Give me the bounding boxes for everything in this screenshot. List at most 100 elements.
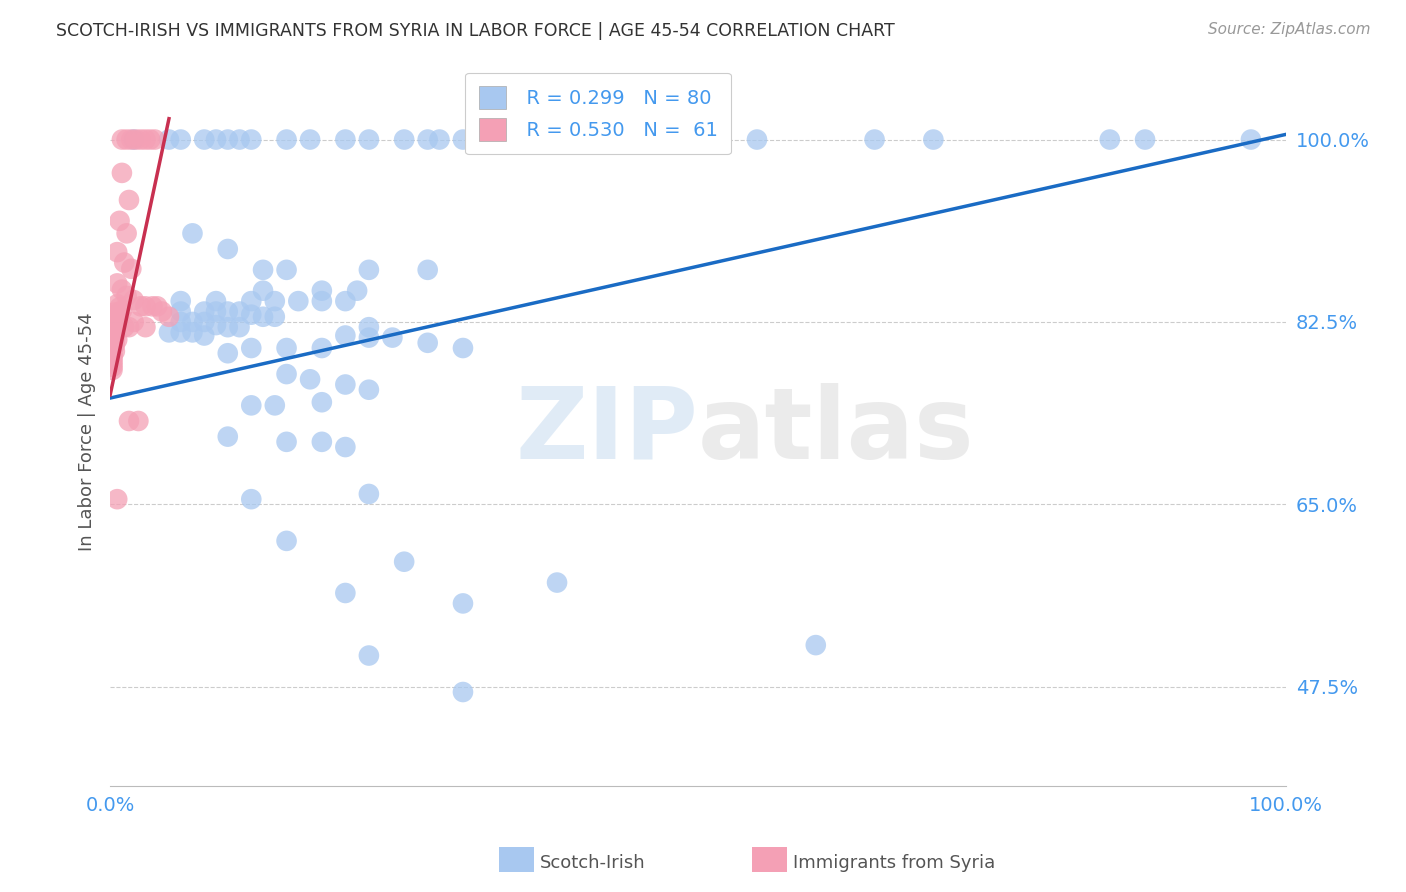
Point <box>193 304 215 318</box>
Point <box>745 132 768 146</box>
Point <box>299 132 322 146</box>
Point <box>276 263 298 277</box>
Point <box>217 132 239 146</box>
Point <box>150 304 173 318</box>
Point <box>157 310 180 324</box>
Point <box>357 487 380 501</box>
Point <box>1098 132 1121 146</box>
Point <box>335 132 357 146</box>
Point <box>105 245 128 260</box>
Point <box>141 299 163 313</box>
Point <box>101 316 124 330</box>
Point <box>129 299 152 313</box>
Point <box>118 414 141 428</box>
Point <box>804 638 827 652</box>
Text: Scotch-Irish: Scotch-Irish <box>540 854 645 871</box>
Point <box>105 314 128 328</box>
Point <box>263 294 285 309</box>
Point <box>105 308 128 322</box>
Point <box>115 289 138 303</box>
Point <box>416 132 439 146</box>
Point <box>311 395 333 409</box>
Point <box>139 132 162 146</box>
Point <box>134 132 156 146</box>
Point <box>129 132 152 146</box>
Point <box>181 227 204 241</box>
Point <box>170 304 193 318</box>
Point <box>205 318 228 332</box>
Point <box>104 305 127 319</box>
Point <box>217 346 239 360</box>
Point <box>112 320 135 334</box>
Point <box>240 398 263 412</box>
Point <box>263 310 285 324</box>
Point <box>205 132 228 146</box>
Point <box>101 353 124 368</box>
Point <box>181 326 204 340</box>
Point <box>105 333 128 347</box>
Point <box>101 341 124 355</box>
Point <box>357 383 380 397</box>
Point <box>1240 132 1263 146</box>
Point <box>217 429 239 443</box>
Point <box>240 294 263 309</box>
Point <box>311 434 333 449</box>
Point <box>357 648 380 663</box>
Point <box>193 328 215 343</box>
Point <box>170 326 193 340</box>
Point <box>546 575 568 590</box>
Point <box>111 166 134 180</box>
Point <box>181 315 204 329</box>
Legend:   R = 0.299   N = 80,   R = 0.530   N =  61: R = 0.299 N = 80, R = 0.530 N = 61 <box>465 72 731 154</box>
Point <box>922 132 945 146</box>
Point <box>118 320 141 334</box>
Point <box>1133 132 1156 146</box>
Point <box>101 357 124 371</box>
Point <box>451 685 474 699</box>
Point <box>101 320 124 334</box>
Point <box>101 328 124 343</box>
Point <box>252 310 274 324</box>
Point <box>335 440 357 454</box>
Point <box>381 330 404 344</box>
Text: atlas: atlas <box>699 383 974 480</box>
Point <box>335 294 357 309</box>
Point <box>122 132 145 146</box>
Point <box>357 263 380 277</box>
Point <box>240 132 263 146</box>
Point <box>134 299 156 313</box>
Text: Source: ZipAtlas.com: Source: ZipAtlas.com <box>1208 22 1371 37</box>
Point <box>205 304 228 318</box>
Point <box>101 359 124 374</box>
Point <box>357 132 380 146</box>
Point <box>115 132 138 146</box>
Text: Immigrants from Syria: Immigrants from Syria <box>793 854 995 871</box>
Point <box>134 320 156 334</box>
Point <box>205 294 228 309</box>
Point <box>311 341 333 355</box>
Point <box>335 328 357 343</box>
Point <box>357 330 380 344</box>
Point <box>170 315 193 329</box>
Point <box>120 132 142 146</box>
Point <box>146 299 169 313</box>
Point <box>451 341 474 355</box>
Point <box>104 344 127 359</box>
Point <box>276 341 298 355</box>
Point <box>240 308 263 322</box>
Point <box>115 227 138 241</box>
Point <box>335 586 357 600</box>
Point <box>863 132 886 146</box>
Y-axis label: In Labor Force | Age 45-54: In Labor Force | Age 45-54 <box>79 312 96 550</box>
Point <box>276 367 298 381</box>
Point <box>170 132 193 146</box>
Point <box>346 284 368 298</box>
Point <box>101 351 124 365</box>
Point <box>108 301 131 315</box>
Point <box>451 132 474 146</box>
Point <box>122 315 145 329</box>
Point <box>357 320 380 334</box>
Point <box>228 132 250 146</box>
Point <box>217 304 239 318</box>
Point <box>111 132 134 146</box>
